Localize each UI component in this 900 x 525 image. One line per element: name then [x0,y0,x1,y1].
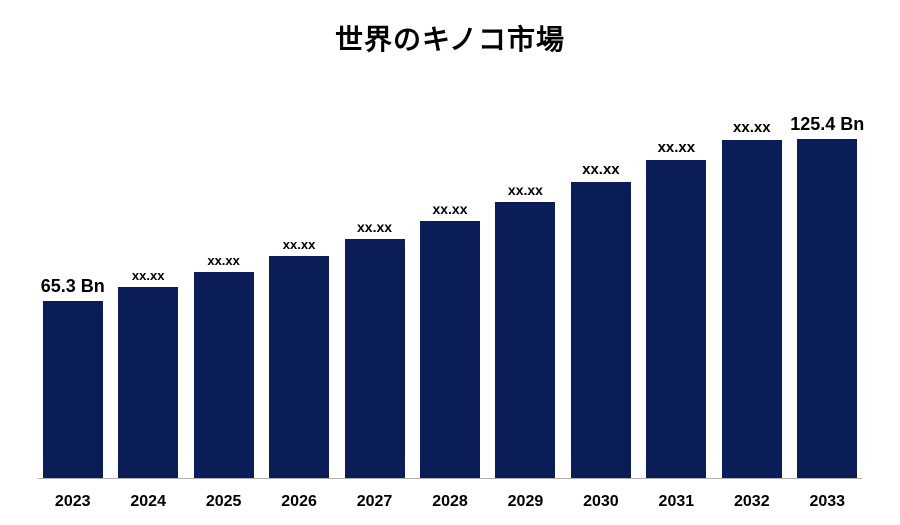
x-axis-label: 2025 [193,493,254,511]
x-axis-label: 2033 [797,493,858,511]
bar: xx.xx [269,256,329,478]
bar: 125.4 Bn [797,139,857,478]
bar: 65.3 Bn [43,301,103,478]
bar-value-label: xx.xx [733,119,771,136]
bar-slot: xx.xx [495,72,556,478]
x-axis-label: 2030 [570,493,631,511]
bar-value-label: 125.4 Bn [790,114,864,135]
x-axis-label: 2026 [268,493,329,511]
bar-slot: xx.xx [570,72,631,478]
bar-value-label: xx.xx [283,237,316,252]
x-axis-labels: 2023 2024 2025 2026 2027 2028 2029 2030 2031 2032… [38,493,862,511]
bar-slot: xx.xx [117,72,178,478]
bar: xx.xx [345,239,405,478]
bar-slot: xx.xx [419,72,480,478]
x-axis-label: 2031 [646,493,707,511]
bar: xx.xx [646,160,706,478]
bar-value-label: xx.xx [432,201,467,217]
bar-value-label: xx.xx [357,219,392,235]
x-axis-label: 2023 [42,493,103,511]
bar-value-label: xx.xx [508,182,543,198]
bar: xx.xx [420,221,480,478]
x-axis-label: 2027 [344,493,405,511]
bar: xx.xx [118,287,178,478]
bar-slot: xx.xx [721,72,782,478]
x-axis-label: 2029 [495,493,556,511]
bar: xx.xx [495,202,555,478]
chart-plot-area: 65.3 Bnxx.xxxx.xxxx.xxxx.xxxx.xxxx.xxxx.… [38,72,862,479]
bar-value-label: 65.3 Bn [41,276,105,297]
bar: xx.xx [722,140,782,478]
bar-group: 65.3 Bnxx.xxxx.xxxx.xxxx.xxxx.xxxx.xxxx.… [38,72,862,478]
bar-slot: 125.4 Bn [797,72,858,478]
x-axis-label: 2024 [117,493,178,511]
bar-slot: xx.xx [344,72,405,478]
bar-slot: 65.3 Bn [42,72,103,478]
chart-title: 世界のキノコ市場 [0,0,900,58]
bar-value-label: xx.xx [658,139,696,156]
bar-slot: xx.xx [646,72,707,478]
bar: xx.xx [571,182,631,478]
bar-value-label: xx.xx [132,268,165,283]
bar-slot: xx.xx [193,72,254,478]
bar: xx.xx [194,272,254,478]
bar-slot: xx.xx [268,72,329,478]
x-axis-label: 2028 [419,493,480,511]
bar-value-label: xx.xx [207,253,240,268]
x-axis-label: 2032 [721,493,782,511]
bar-value-label: xx.xx [582,161,620,178]
